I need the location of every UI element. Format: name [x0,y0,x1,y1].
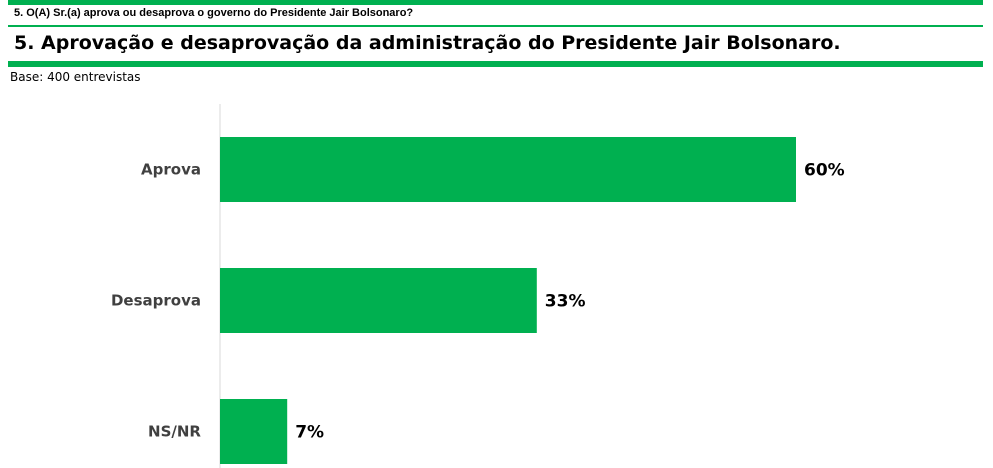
base-note: Base: 400 entrevistas [10,70,141,84]
header-top-rule [8,0,983,5]
page-title: 5. Aprovação e desaprovação da administr… [14,32,841,54]
category-label: Aprova [141,161,201,179]
bar-ns-nr [220,399,288,464]
value-label: 33% [545,292,586,312]
bar-desaprova [220,268,537,333]
bar-aprova [220,137,796,202]
category-label: NS/NR [148,423,201,441]
value-label: 7% [295,423,324,443]
header-middle-rule [8,25,983,27]
header-bottom-rule [8,61,983,67]
category-label: Desaprova [111,292,201,310]
bars-group: Aprova 60% Desaprova 33% NS/NR 7% [111,137,845,464]
value-label: 60% [804,161,845,181]
question-text: 5. O(A) Sr.(a) aprova ou desaprova o gov… [14,7,414,19]
